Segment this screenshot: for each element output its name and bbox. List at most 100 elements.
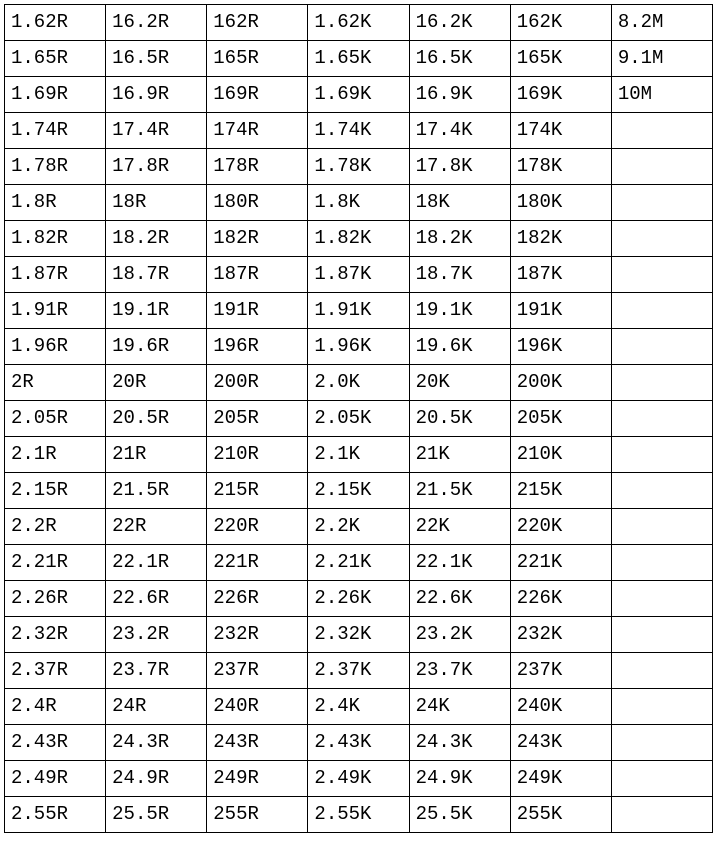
table-cell: 200K xyxy=(510,365,611,401)
table-cell: 17.4R xyxy=(106,113,207,149)
table-cell: 21.5K xyxy=(409,473,510,509)
table-cell: 2.21K xyxy=(308,545,409,581)
table-cell: 24.9K xyxy=(409,761,510,797)
table-cell: 2.55K xyxy=(308,797,409,833)
table-cell: 243K xyxy=(510,725,611,761)
table-cell: 18.2R xyxy=(106,221,207,257)
table-cell xyxy=(611,509,712,545)
table-cell xyxy=(611,473,712,509)
table-cell: 2.37K xyxy=(308,653,409,689)
table-cell: 17.4K xyxy=(409,113,510,149)
table-cell: 1.87K xyxy=(308,257,409,293)
table-row: 1.91R19.1R191R1.91K19.1K191K xyxy=(5,293,713,329)
table-cell: 187K xyxy=(510,257,611,293)
table-row: 2.43R24.3R243R2.43K24.3K243K xyxy=(5,725,713,761)
table-cell: 18R xyxy=(106,185,207,221)
table-row: 2.2R22R220R2.2K22K220K xyxy=(5,509,713,545)
table-cell: 16.9R xyxy=(106,77,207,113)
table-cell: 16.5R xyxy=(106,41,207,77)
table-cell: 24K xyxy=(409,689,510,725)
table-cell: 22R xyxy=(106,509,207,545)
table-cell xyxy=(611,329,712,365)
table-row: 2.1R21R210R2.1K21K210K xyxy=(5,437,713,473)
table-row: 1.69R16.9R169R1.69K16.9K169K10M xyxy=(5,77,713,113)
table-row: 1.74R17.4R174R1.74K17.4K174K xyxy=(5,113,713,149)
table-cell: 196R xyxy=(207,329,308,365)
table-row: 2.26R22.6R226R2.26K22.6K226K xyxy=(5,581,713,617)
table-cell: 1.78R xyxy=(5,149,106,185)
table-cell: 182K xyxy=(510,221,611,257)
table-cell: 2.15R xyxy=(5,473,106,509)
table-cell: 2.05K xyxy=(308,401,409,437)
table-cell: 180R xyxy=(207,185,308,221)
table-row: 2.49R24.9R249R2.49K24.9K249K xyxy=(5,761,713,797)
table-cell: 1.8R xyxy=(5,185,106,221)
table-cell: 178K xyxy=(510,149,611,185)
table-cell: 169R xyxy=(207,77,308,113)
table-cell xyxy=(611,293,712,329)
table-cell: 255R xyxy=(207,797,308,833)
table-cell: 180K xyxy=(510,185,611,221)
table-cell: 165R xyxy=(207,41,308,77)
table-cell: 2.4K xyxy=(308,689,409,725)
table-cell: 2.55R xyxy=(5,797,106,833)
table-cell: 215K xyxy=(510,473,611,509)
resistor-value-table: 1.62R16.2R162R1.62K16.2K162K8.2M1.65R16.… xyxy=(4,4,713,833)
table-cell: 2.2K xyxy=(308,509,409,545)
table-cell: 2R xyxy=(5,365,106,401)
table-cell xyxy=(611,221,712,257)
table-cell: 240R xyxy=(207,689,308,725)
table-cell: 215R xyxy=(207,473,308,509)
table-cell: 2.26K xyxy=(308,581,409,617)
table-cell: 237K xyxy=(510,653,611,689)
table-cell xyxy=(611,401,712,437)
table-cell: 237R xyxy=(207,653,308,689)
table-cell: 21K xyxy=(409,437,510,473)
table-cell: 20.5K xyxy=(409,401,510,437)
table-cell: 1.91K xyxy=(308,293,409,329)
table-cell: 2.1K xyxy=(308,437,409,473)
table-cell: 25.5R xyxy=(106,797,207,833)
table-cell: 19.1R xyxy=(106,293,207,329)
table-cell: 232R xyxy=(207,617,308,653)
table-cell: 18.2K xyxy=(409,221,510,257)
table-cell xyxy=(611,797,712,833)
table-cell: 221R xyxy=(207,545,308,581)
table-cell: 169K xyxy=(510,77,611,113)
table-cell: 249R xyxy=(207,761,308,797)
resistor-value-table-wrapper: 1.62R16.2R162R1.62K16.2K162K8.2M1.65R16.… xyxy=(0,0,717,837)
table-row: 1.78R17.8R178R1.78K17.8K178K xyxy=(5,149,713,185)
table-cell: 162K xyxy=(510,5,611,41)
table-cell: 1.65R xyxy=(5,41,106,77)
table-cell: 2.15K xyxy=(308,473,409,509)
table-cell: 1.82R xyxy=(5,221,106,257)
table-cell: 22.1R xyxy=(106,545,207,581)
table-row: 2R20R200R2.0K20K200K xyxy=(5,365,713,401)
table-cell xyxy=(611,149,712,185)
table-cell: 2.05R xyxy=(5,401,106,437)
table-cell: 1.69R xyxy=(5,77,106,113)
table-cell: 9.1M xyxy=(611,41,712,77)
table-cell: 220R xyxy=(207,509,308,545)
table-cell: 19.6K xyxy=(409,329,510,365)
table-cell: 2.43R xyxy=(5,725,106,761)
table-row: 1.87R18.7R187R1.87K18.7K187K xyxy=(5,257,713,293)
table-cell xyxy=(611,545,712,581)
table-cell: 16.2K xyxy=(409,5,510,41)
table-cell: 2.43K xyxy=(308,725,409,761)
table-cell: 2.1R xyxy=(5,437,106,473)
table-cell: 220K xyxy=(510,509,611,545)
table-row: 2.32R23.2R232R2.32K23.2K232K xyxy=(5,617,713,653)
table-cell xyxy=(611,113,712,149)
table-cell: 255K xyxy=(510,797,611,833)
table-cell: 21.5R xyxy=(106,473,207,509)
table-cell: 17.8K xyxy=(409,149,510,185)
table-cell: 1.69K xyxy=(308,77,409,113)
table-cell xyxy=(611,257,712,293)
table-cell: 249K xyxy=(510,761,611,797)
table-cell: 232K xyxy=(510,617,611,653)
table-cell: 20.5R xyxy=(106,401,207,437)
table-cell: 1.62K xyxy=(308,5,409,41)
table-cell: 2.2R xyxy=(5,509,106,545)
table-cell: 191R xyxy=(207,293,308,329)
